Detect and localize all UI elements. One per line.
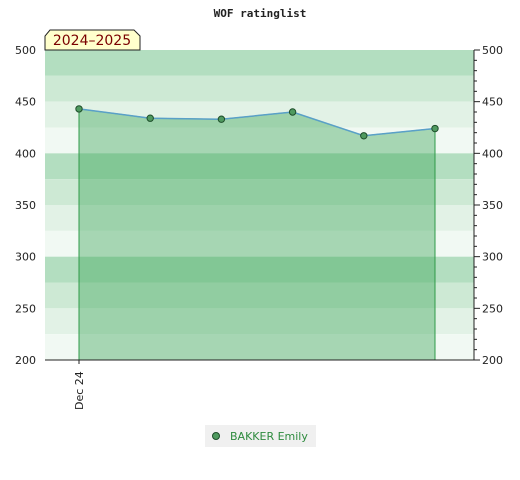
band xyxy=(45,179,474,205)
y-tick-label-right: 300 xyxy=(482,251,503,264)
series-area xyxy=(78,108,436,361)
legend-marker xyxy=(212,432,220,440)
data-point xyxy=(431,124,439,133)
y-tick-label-left: 300 xyxy=(15,251,36,264)
chart-title: WOF ratinglist xyxy=(214,7,307,20)
band xyxy=(45,230,474,257)
y-tick-label-left: 250 xyxy=(15,302,36,315)
band xyxy=(45,153,474,180)
data-point xyxy=(360,132,368,140)
y-tick-label-left: 400 xyxy=(15,147,36,160)
x-axis: Dec 24 xyxy=(45,359,474,410)
band xyxy=(45,75,474,102)
legend-label: BAKKER Emily xyxy=(230,430,308,443)
band xyxy=(45,256,474,283)
y-tick-label-left: 450 xyxy=(15,96,36,109)
y-tick-label-right: 250 xyxy=(482,302,503,315)
y-tick-label-right: 200 xyxy=(482,354,503,367)
y-axis-left: 200 250 300 350 400 450 500 xyxy=(15,44,36,367)
season-badge: 2024–2025 xyxy=(44,29,141,51)
y-tick-label-left: 500 xyxy=(15,44,36,57)
plot-area xyxy=(75,105,439,361)
legend-box xyxy=(205,425,316,447)
band xyxy=(45,101,474,128)
data-point xyxy=(75,105,83,113)
y-tick-label-left: 200 xyxy=(15,354,36,367)
y-axis-right: 200 250 300 350 400 450 500 xyxy=(473,44,503,367)
legend: BAKKER Emily xyxy=(205,425,316,447)
data-point xyxy=(288,108,297,116)
y-tick-label-right: 400 xyxy=(482,147,503,160)
y-tick-label-right: 350 xyxy=(482,199,503,212)
band xyxy=(45,205,474,231)
season-badge-box xyxy=(44,29,141,51)
y-tick-label-right: 500 xyxy=(482,44,503,57)
band xyxy=(45,282,474,309)
band xyxy=(45,334,474,360)
series-line xyxy=(78,108,436,137)
season-label: 2024–2025 xyxy=(53,33,131,49)
x-tick-label: Dec 24 xyxy=(73,371,86,410)
y-tick-label-right: 450 xyxy=(482,96,503,109)
y-tick-label-left: 350 xyxy=(15,199,36,212)
band xyxy=(45,308,474,335)
band xyxy=(45,50,474,76)
data-point xyxy=(146,114,154,122)
data-point xyxy=(217,115,226,123)
